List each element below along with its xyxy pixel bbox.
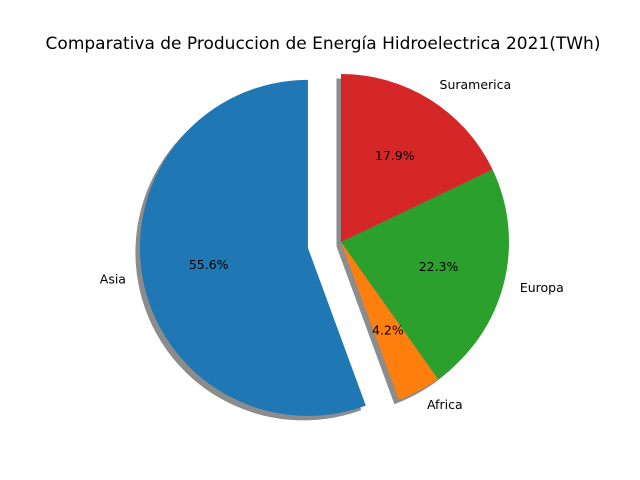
slice-label-asia: Asia: [100, 272, 126, 287]
pie-slice-asia: [139, 79, 366, 416]
slice-label-africa: Africa: [427, 397, 463, 412]
chart-title: Comparativa de Produccion de Energía Hid…: [46, 34, 601, 54]
slice-labels: Asia 55.6% Africa 4.2% Europa 22.3% Suramerica…: [100, 77, 564, 412]
pie-slice-europa: [341, 169, 509, 380]
pie-slice-africa: [341, 242, 439, 400]
pie-slice-suramerica: [341, 74, 493, 242]
slice-label-suramerica: Suramerica: [440, 77, 512, 92]
slice-label-europa: Europa: [520, 280, 564, 295]
slice-percent-asia: 55.6%: [189, 257, 229, 272]
slice-percent-africa: 4.2%: [372, 323, 404, 338]
slice-percent-suramerica: 17.9%: [375, 148, 415, 163]
pie-slices: [139, 74, 509, 416]
slice-percent-europa: 22.3%: [419, 259, 459, 274]
